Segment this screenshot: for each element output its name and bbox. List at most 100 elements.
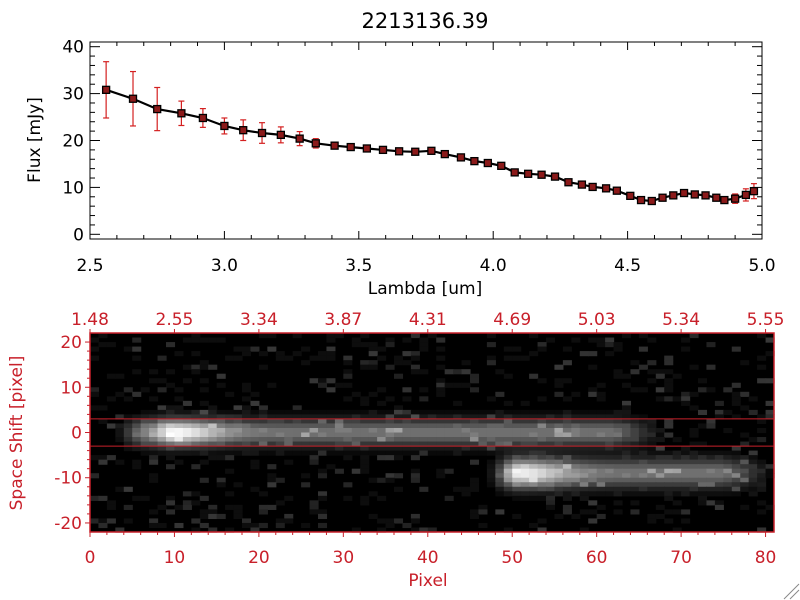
image-pixel [90, 495, 100, 501]
image-pixel [258, 446, 268, 452]
image-pixel [562, 477, 572, 483]
image-pixel [301, 473, 311, 479]
data-point [588, 182, 597, 192]
image-pixel [343, 437, 353, 443]
image-pixel [706, 455, 716, 461]
image-pixel [588, 409, 598, 416]
image-pixel [571, 450, 581, 456]
image-pixel [410, 364, 420, 370]
image-pixel [655, 468, 665, 474]
image-pixel [225, 446, 235, 452]
image-pixel [216, 382, 226, 388]
image-pixel [225, 414, 235, 420]
image-pixel [225, 418, 235, 425]
image-pixel [562, 427, 572, 434]
image-pixel [208, 527, 218, 533]
image-pixel [318, 423, 328, 429]
image-pixel [326, 418, 336, 425]
image-pixel [250, 427, 260, 434]
image-pixel [723, 455, 733, 461]
image-pixel [529, 491, 539, 497]
image-pixel [596, 464, 606, 470]
image-pixel [706, 473, 716, 479]
image-pixel [486, 441, 496, 447]
y-tick-label: 20 [60, 333, 82, 353]
image-pixel [225, 527, 235, 533]
top-tick-label: 4.69 [493, 310, 531, 330]
image-pixel [520, 414, 530, 420]
x-tick-label: 5.0 [748, 256, 775, 276]
image-pixel [343, 441, 353, 447]
image-pixel [233, 446, 243, 452]
image-pixel [630, 500, 640, 506]
image-pixel [123, 418, 133, 425]
image-pixel [571, 455, 581, 461]
image-pixel [537, 527, 547, 533]
image-pixel [596, 482, 606, 488]
image-pixel [318, 437, 328, 443]
image-pixel [630, 387, 640, 393]
image-pixel [461, 418, 471, 425]
image-pixel [149, 423, 159, 429]
image-pixel [757, 509, 767, 515]
image-pixel [258, 504, 268, 510]
spectrum-image-plot: 0 10 20 30 40 50 60 70 801.48 2.55 3.34 3.87 4.31 4.6… [7, 310, 784, 591]
image-pixel [546, 504, 556, 510]
image-pixel [588, 477, 598, 483]
image-pixel [453, 446, 463, 452]
image-pixel [343, 414, 353, 420]
image-pixel [453, 409, 463, 416]
image-pixel [486, 333, 496, 339]
image-pixel [98, 518, 108, 524]
image-pixel [225, 355, 235, 361]
image-pixel [225, 441, 235, 447]
image-pixel [199, 364, 209, 370]
image-pixel [149, 427, 159, 434]
image-pixel [571, 337, 581, 343]
image-pixel [258, 441, 268, 447]
image-pixel [267, 446, 277, 452]
image-pixel [579, 491, 589, 497]
image-pixel [470, 437, 480, 443]
image-pixel [132, 355, 142, 361]
image-pixel [503, 400, 513, 406]
image-pixel [436, 468, 446, 474]
image-pixel [258, 450, 268, 456]
image-pixel [622, 333, 632, 339]
image-pixel [368, 351, 378, 357]
image-pixel [174, 405, 184, 411]
image-pixel [689, 468, 699, 474]
image-pixel [309, 427, 319, 434]
image-pixel [579, 437, 589, 443]
image-pixel [672, 473, 682, 479]
x-tick-label: 50 [501, 548, 523, 568]
image-pixel [326, 464, 336, 470]
image-pixel [537, 473, 547, 479]
image-pixel [225, 504, 235, 510]
image-pixel [410, 473, 420, 479]
image-pixel [174, 522, 184, 529]
image-pixel [748, 486, 758, 492]
image-pixel [478, 450, 488, 456]
image-pixel [191, 337, 201, 343]
image-pixel [258, 405, 268, 411]
image-pixel [579, 418, 589, 425]
image-pixel [123, 504, 133, 510]
image-pixel [242, 418, 252, 425]
image-pixel [486, 418, 496, 425]
image-pixel [309, 500, 319, 506]
image-pixel [537, 378, 547, 384]
image-pixel [706, 464, 716, 470]
image-pixel [723, 409, 733, 416]
image-pixel [512, 482, 522, 488]
image-pixel [368, 491, 378, 497]
image-pixel [453, 423, 463, 429]
image-pixel [647, 455, 657, 461]
image-pixel [748, 491, 758, 497]
data-point [483, 158, 492, 168]
image-pixel [714, 473, 724, 479]
image-pixel [233, 427, 243, 434]
image-pixel [478, 409, 488, 416]
image-pixel [149, 396, 159, 402]
image-pixel [529, 450, 539, 456]
